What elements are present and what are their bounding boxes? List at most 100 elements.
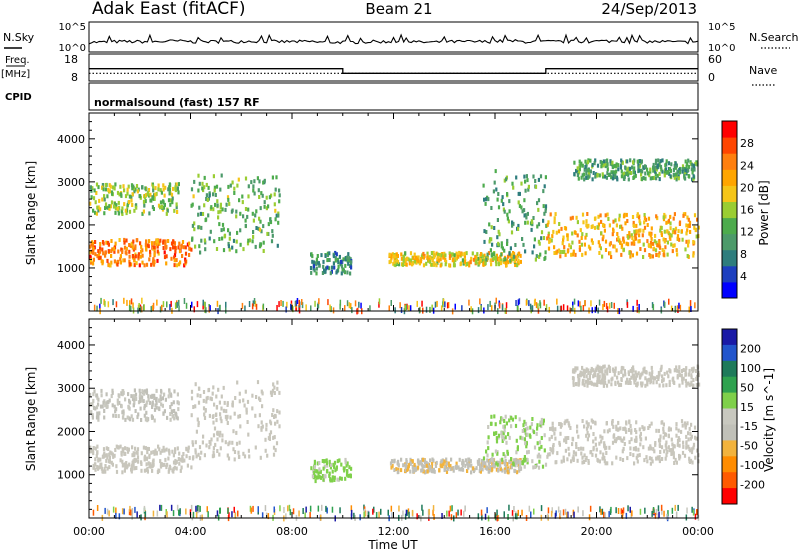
scatter-cell-2 (244, 223, 247, 228)
scatter-cell-2 (228, 231, 231, 236)
scatter-cell-0 (143, 468, 146, 473)
scatter-cell-3 (328, 459, 331, 464)
scatter-cell-0 (115, 464, 118, 469)
scatter-cell-1 (162, 200, 165, 205)
scatter-cell-6 (664, 456, 667, 461)
scatter-cell-7 (588, 376, 591, 381)
scatter-cell-6 (633, 438, 637, 443)
near-range-cell (280, 300, 282, 306)
scatter-cell-7 (626, 159, 629, 164)
scatter-cell-6 (648, 456, 651, 461)
near-range-cell (169, 304, 171, 311)
near-range-cell (582, 510, 584, 517)
scatter-cell-6 (603, 443, 606, 448)
scatter-cell-0 (148, 453, 151, 458)
scatter-cell-1 (126, 415, 129, 420)
scatter-cell-2 (220, 394, 223, 399)
scatter-cell-6 (552, 229, 555, 234)
near-range-cell (566, 305, 569, 312)
scatter-cell-0 (94, 240, 97, 244)
scatter-cell-6 (666, 240, 669, 245)
scatter-cell-6 (625, 212, 628, 217)
near-range-cell (107, 301, 110, 308)
scatter-cell-4 (423, 470, 427, 475)
scatter-cell-7 (633, 380, 636, 385)
scatter-cell-2 (235, 430, 238, 435)
near-range-cell (454, 303, 456, 310)
scatter-cell-4 (445, 461, 448, 466)
scatter-cell-1 (106, 400, 109, 405)
scatter-cell-2 (264, 448, 267, 453)
scatter-cell-2 (238, 414, 242, 419)
date-title: 24/Sep/2013 (601, 0, 697, 18)
scatter-cell-6 (688, 447, 691, 451)
scatter-cell-0 (190, 465, 193, 470)
scatter-cell-3 (346, 258, 349, 263)
scatter-cell-4 (439, 463, 442, 468)
scatter-cell-5 (532, 430, 536, 435)
scatter-cell-6 (593, 216, 597, 221)
colorbar-tick-label: -100 (740, 459, 765, 472)
scatter-cell-6 (554, 212, 557, 217)
near-range-cell (339, 299, 342, 306)
scatter-cell-5 (526, 458, 529, 463)
scatter-cell-3 (344, 263, 347, 268)
scatter-cell-6 (662, 430, 665, 435)
near-range-cell (373, 506, 375, 513)
scatter-cell-4 (449, 464, 452, 468)
scatter-cell-5 (539, 174, 543, 179)
near-range-cell (442, 298, 445, 305)
colorbar-frame (721, 120, 738, 299)
scatter-cell-6 (581, 460, 584, 465)
scatter-cell-2 (272, 408, 275, 413)
scatter-cell-6 (668, 448, 671, 453)
scatter-cell-2 (259, 206, 262, 211)
scatter-cell-6 (623, 213, 626, 218)
near-range-cell (494, 514, 497, 521)
scatter-cell-2 (190, 413, 193, 418)
scatter-cell-0 (172, 469, 175, 474)
scatter-cell-1 (135, 205, 138, 210)
scatter-cell-4 (472, 257, 475, 262)
scatter-cell-0 (133, 263, 136, 268)
scatter-cell-7 (620, 174, 623, 179)
scatter-cell-2 (216, 199, 219, 204)
scatter-cell-2 (209, 229, 212, 234)
near-range-cell (511, 510, 514, 517)
scatter-cell-7 (580, 175, 583, 180)
scatter-cell-2 (233, 457, 236, 462)
scatter-cell-0 (120, 450, 123, 455)
colorbar-swatch (722, 217, 737, 235)
scatter-cell-2 (259, 455, 262, 460)
scatter-cell-6 (584, 251, 587, 256)
scatter-cell-2 (234, 396, 237, 400)
scatter-cell-7 (656, 375, 659, 380)
scatter-cell-6 (573, 230, 576, 235)
velocity-colorbar-label: Velocity [m s^-1] (762, 368, 776, 472)
scatter-cell-2 (237, 454, 241, 459)
scatter-cell-7 (602, 380, 605, 385)
scatter-cell-0 (132, 459, 135, 464)
near-range-cell (287, 505, 289, 512)
scatter-cell-1 (101, 185, 104, 190)
scatter-cell-6 (669, 221, 672, 226)
scatter-cell-1 (162, 183, 165, 188)
scatter-cell-1 (135, 203, 138, 208)
near-range-cell (545, 304, 548, 311)
scatter-cell-2 (231, 400, 234, 405)
scatter-cell-6 (685, 434, 688, 439)
scatter-cell-4 (495, 262, 498, 267)
scatter-cell-4 (436, 260, 439, 265)
scatter-cell-4 (452, 468, 455, 473)
scatter-cell-7 (678, 373, 681, 378)
scatter-cell-5 (535, 254, 538, 259)
scatter-cell-1 (98, 198, 101, 203)
freq-tick-bottom: 8 (71, 71, 78, 84)
scatter-cell-6 (621, 226, 624, 231)
scatter-cell-1 (174, 185, 177, 190)
scatter-cell-6 (632, 453, 635, 458)
scatter-cell-6 (601, 456, 604, 461)
scatter-cell-6 (628, 231, 631, 235)
scatter-cell-6 (596, 225, 599, 230)
scatter-cell-7 (648, 377, 651, 382)
